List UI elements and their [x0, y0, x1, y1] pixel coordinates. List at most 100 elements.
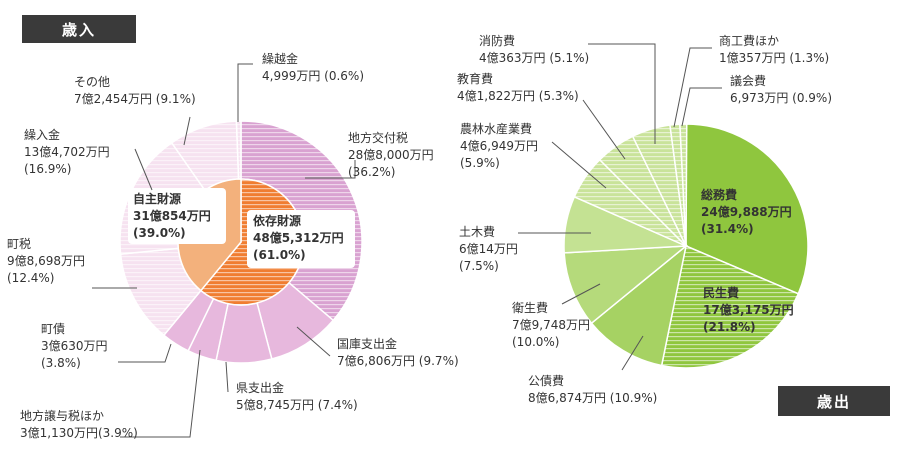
revenue-inner-own-label-box	[128, 188, 226, 244]
expenditure-slice-8-label-line-1: 1億357万円 (1.3%)	[719, 51, 829, 65]
expenditure-slice-4-label-line-1: 6億14万円	[459, 242, 518, 256]
revenue-slice-5-label: 町税 9億8,698万円 (12.4%)	[7, 237, 85, 285]
expenditure-slice-9	[679, 123, 688, 247]
expenditure-slice-5-label: 農林水産業費 4億6,949万円 (5.9%)	[460, 121, 538, 170]
expenditure-slice-3	[563, 245, 689, 325]
expenditure-slice-2-label: 公債費 8億6,874万円 (10.9%)	[528, 373, 657, 405]
expenditure-slice-0-label-line-1: 24億9,888万円	[701, 204, 792, 219]
revenue-slice-4-label-line-0: 町債	[41, 321, 65, 336]
expenditure-slice-5-label-line-0: 農林水産業費	[460, 121, 532, 136]
expenditure-slice-2-label-line-1: 8億6,874万円 (10.9%)	[528, 391, 657, 405]
expenditure-slice-8-label: 商工費ほか 1億357万円 (1.3%)	[719, 33, 829, 65]
revenue-slice-3-label: 地方譲与税ほか 3億1,130万円(3.9%)	[20, 408, 138, 440]
revenue-slice-2-leader-line	[225, 361, 229, 393]
revenue-inner-own-label-line-1: 31億854万円	[133, 208, 211, 223]
revenue-slice-1-label-line-0: 国庫支出金	[337, 336, 397, 351]
expenditure-pie	[563, 123, 809, 369]
revenue-inner-dependent-label-line-2: (61.0%)	[253, 248, 306, 262]
expenditure-slice-7-leader-line	[588, 43, 656, 144]
revenue-inner-own-label-line-0: 自主財源	[133, 191, 181, 206]
revenue-slice-6-label-line-2: (16.9%)	[24, 162, 71, 176]
revenue-slice-2-label: 県支出金 5億8,745万円 (7.4%)	[236, 380, 358, 412]
expenditure-slice-3-label-line-1: 7億9,748万円	[512, 318, 590, 332]
expenditure-slice-6-label: 教育費 4億1,822万円 (5.3%)	[457, 71, 579, 103]
revenue-inner-dependent-label-box	[247, 210, 355, 268]
expenditure-slice-7-label: 消防費 4億363万円 (5.1%)	[479, 33, 589, 65]
revenue-slice-3-label-line-1: 3億1,130万円(3.9%)	[20, 426, 138, 440]
revenue-slice-4-leader-line	[118, 343, 172, 363]
expenditure-slice-2-leader-line	[621, 335, 644, 371]
expenditure-slice-9-label-line-0: 議会費	[730, 73, 766, 88]
expenditure-slice-3-label-line-2: (10.0%)	[512, 335, 559, 349]
expenditure-slice-1-label-line-0: 民生費	[703, 285, 739, 300]
revenue-slice-8-label-line-0: 繰越金	[262, 51, 298, 66]
revenue-slice-3-label-line-0: 地方譲与税ほか	[20, 408, 104, 423]
revenue-slice-6-leader-line	[134, 148, 153, 191]
expenditure-slice-6-label-line-1: 4億1,822万円 (5.3%)	[457, 89, 579, 103]
revenue-slice-7-label-line-0: その他	[74, 75, 110, 89]
expenditure-slice-7-label-line-0: 消防費	[479, 33, 515, 48]
revenue-inner-own-label: 自主財源 31億854万円 (39.0%)	[128, 188, 226, 244]
revenue-slice-7-label-line-1: 7億2,454万円 (9.1%)	[74, 92, 196, 106]
revenue-slice-8-leader-line	[237, 63, 253, 122]
revenue-slice-6-label-line-1: 13億4,702万円	[24, 145, 110, 159]
expenditure-slice-2	[590, 244, 688, 367]
revenue-slice-5-label-line-0: 町税	[7, 237, 31, 251]
expenditure-slice-5-label-line-1: 4億6,949万円	[460, 139, 538, 153]
revenue-slice-8-label-line-1: 4,999万円 (0.6%)	[262, 69, 364, 83]
revenue-slice-0-label-line-1: 28億8,000万円	[348, 148, 434, 162]
expenditure-slice-6-label-line-0: 教育費	[457, 71, 493, 86]
revenue-slice-5-label-line-2: (12.4%)	[7, 271, 54, 285]
revenue-slice-7-leader-line	[183, 116, 191, 146]
revenue-inner-own-label-line-2: (39.0%)	[133, 226, 186, 240]
expenditure-slice-9-label: 議会費 6,973万円 (0.9%)	[730, 73, 832, 105]
expenditure-slice-6-leader-line	[582, 99, 626, 160]
expenditure-slice-0	[685, 123, 809, 295]
revenue-inner-dependent-label-line-1: 48億5,312万円	[253, 230, 344, 245]
expenditure-slice-1-label: 民生費 17億3,175万円 (21.8%)	[703, 285, 794, 334]
revenue-inner-dependent-label-line-0: 依存財源	[253, 213, 301, 228]
revenue-slice-7-label: その他 7億2,454万円 (9.1%)	[74, 75, 196, 106]
revenue-header: 歳入	[22, 15, 136, 43]
expenditure-slice-5-leader-line	[551, 141, 607, 189]
expenditure-slice-1-label-line-2: (21.8%)	[703, 320, 756, 334]
expenditure-slice-8-label-line-0: 商工費ほか	[719, 33, 779, 48]
revenue-slice-6-label-line-0: 繰入金	[24, 127, 60, 142]
revenue-slice-0-label: 地方交付税 28億8,000万円 (36.2%)	[348, 130, 434, 179]
expenditure-slice-3-label-line-0: 衛生費	[512, 300, 548, 315]
revenue-slice-4-label-line-1: 3億630万円	[41, 339, 108, 353]
revenue-inner-dependent-label: 依存財源 48億5,312万円 (61.0%)	[247, 210, 355, 268]
revenue-slice-3-leader-line	[120, 349, 201, 438]
expenditure-slice-4-label-line-0: 土木費	[459, 224, 495, 239]
expenditure-slice-3-leader-line	[561, 283, 601, 305]
expenditure-slice-0-label-line-0: 総務費	[701, 187, 737, 202]
expenditure-slice-4-label: 土木費 6億14万円 (7.5%)	[459, 224, 518, 273]
revenue-slice-6-label: 繰入金 13億4,702万円 (16.9%)	[24, 127, 110, 176]
revenue-slice-2-label-line-0: 県支出金	[236, 380, 284, 395]
revenue-slice-8-label: 繰越金 4,999万円 (0.6%)	[262, 51, 364, 83]
revenue-slice-4-label-line-2: (3.8%)	[41, 356, 81, 370]
expenditure-slice-7-label-line-1: 4億363万円 (5.1%)	[479, 51, 589, 65]
expenditure-slice-1-label-line-1: 17億3,175万円	[703, 302, 794, 317]
revenue-slice-0-label-line-2: (36.2%)	[348, 165, 395, 179]
expenditure-slice-0-label-line-2: (31.4%)	[701, 222, 754, 236]
revenue-slice-0-label-line-0: 地方交付税	[348, 130, 408, 145]
revenue-slice-1-leader-line	[296, 326, 331, 357]
revenue-slice-4-label: 町債 3億630万円 (3.8%)	[41, 321, 108, 370]
expenditure-slice-5-label-line-2: (5.9%)	[460, 156, 500, 170]
expenditure-slice-1	[660, 244, 800, 369]
expenditure-slice-0-label: 総務費 24億9,888万円 (31.4%)	[701, 187, 792, 236]
expenditure-slice-3-label: 衛生費 7億9,748万円 (10.0%)	[512, 300, 590, 349]
expenditure-slice-9-leader-line	[681, 87, 722, 127]
revenue-slice-2-label-line-1: 5億8,745万円 (7.4%)	[236, 398, 358, 412]
expenditure-slice-9-label-line-1: 6,973万円 (0.9%)	[730, 91, 832, 105]
expenditure-slice-2-label-line-0: 公債費	[528, 373, 564, 388]
revenue-slice-1-label-line-1: 7億6,806万円 (9.7%)	[337, 354, 459, 368]
expenditure-slice-4-label-line-2: (7.5%)	[459, 259, 499, 273]
revenue-slice-5-label-line-1: 9億8,698万円	[7, 254, 85, 268]
revenue-slice-1-label: 国庫支出金 7億6,806万円 (9.7%)	[337, 336, 459, 368]
revenue-slice-0-leader-line	[305, 160, 356, 179]
expenditure-slice-8-leader-line	[673, 47, 712, 128]
